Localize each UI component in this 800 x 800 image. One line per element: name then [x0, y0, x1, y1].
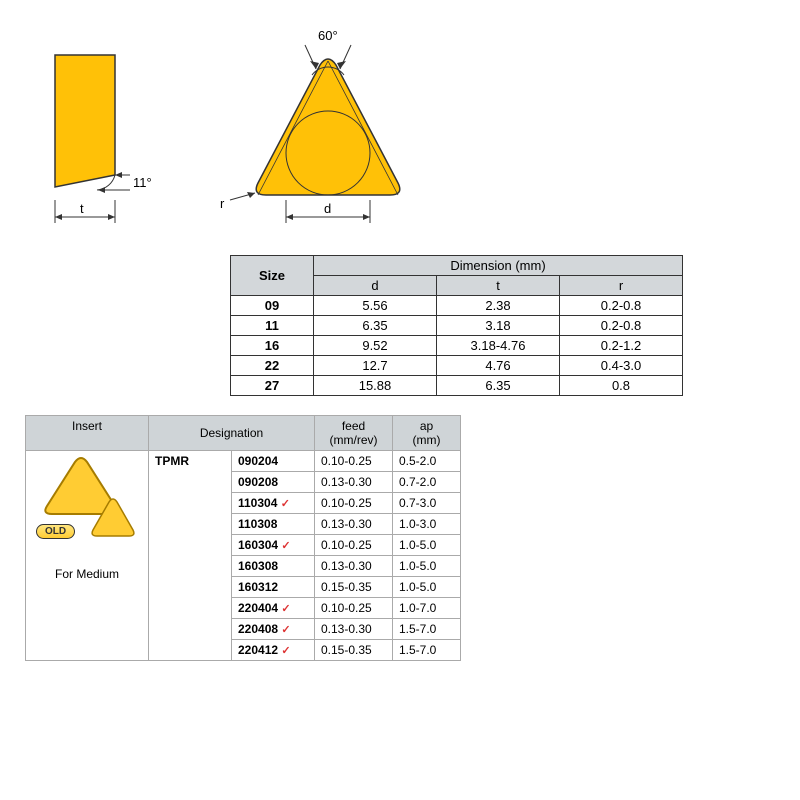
code-cell: 220412 ✓: [232, 640, 315, 661]
table-row: 116.353.180.2-0.8: [231, 316, 683, 336]
ap-cell: 1.0-5.0: [393, 556, 461, 577]
code-cell: 090208: [232, 472, 315, 493]
insert-cell: OLD For Medium: [26, 451, 149, 661]
ap-cell: 1.0-7.0: [393, 598, 461, 619]
ap-cell: 1.5-7.0: [393, 640, 461, 661]
series-cell: TPMR: [149, 451, 232, 661]
table-row: 095.562.380.2-0.8: [231, 296, 683, 316]
feed-cell: 0.15-0.35: [315, 577, 393, 598]
check-icon: ✓: [281, 624, 290, 636]
diagram-area: 11° t 60° r: [30, 25, 480, 245]
dimension-header: Dimension (mm): [314, 256, 683, 276]
code-cell: 220408 ✓: [232, 619, 315, 640]
ap-cell: 1.0-5.0: [393, 577, 461, 598]
code-cell: 090204: [232, 451, 315, 472]
d-label: d: [324, 201, 331, 216]
ap-cell: 0.5-2.0: [393, 451, 461, 472]
side-profile: 11° t: [55, 55, 152, 223]
ap-cell: 1.0-5.0: [393, 535, 461, 556]
col-t: t: [437, 276, 560, 296]
table-row: OLD For Medium TPMR0902040.10-0.250.5-2.…: [26, 451, 461, 472]
code-cell: 160312: [232, 577, 315, 598]
table-row: 2715.886.350.8: [231, 376, 683, 396]
feed-cell: 0.10-0.25: [315, 493, 393, 514]
feed-cell: 0.10-0.25: [315, 535, 393, 556]
angle-60-label: 60°: [318, 28, 338, 43]
r-label: r: [220, 196, 225, 211]
size-table: Size Dimension (mm) d t r 095.562.380.2-…: [230, 255, 683, 396]
angle-11-label: 11°: [133, 175, 152, 190]
insert-table: Insert Designation feed (mm/rev) ap (mm)…: [25, 415, 461, 661]
check-icon: ✓: [281, 645, 290, 657]
t-label: t: [80, 201, 84, 216]
check-icon: ✓: [281, 540, 290, 552]
check-icon: ✓: [281, 603, 290, 615]
diagram-svg: 11° t 60° r: [30, 25, 480, 245]
feed-cell: 0.13-0.30: [315, 514, 393, 535]
feed-cell: 0.15-0.35: [315, 640, 393, 661]
code-cell: 110308: [232, 514, 315, 535]
col-d: d: [314, 276, 437, 296]
ap-cell: 1.0-3.0: [393, 514, 461, 535]
feed-cell: 0.10-0.25: [315, 451, 393, 472]
top-view: 60° r d: [220, 28, 400, 223]
feed-cell: 0.13-0.30: [315, 619, 393, 640]
ap-cell: 0.7-3.0: [393, 493, 461, 514]
code-cell: 160304 ✓: [232, 535, 315, 556]
code-cell: 160308: [232, 556, 315, 577]
feed-header: feed (mm/rev): [315, 416, 393, 451]
ap-header: ap (mm): [393, 416, 461, 451]
designation-header: Designation: [149, 416, 315, 451]
table-row: 169.523.18-4.760.2-1.2: [231, 336, 683, 356]
size-header: Size: [231, 256, 314, 296]
col-r: r: [560, 276, 683, 296]
old-badge: OLD: [36, 524, 75, 539]
feed-cell: 0.13-0.30: [315, 556, 393, 577]
feed-cell: 0.13-0.30: [315, 472, 393, 493]
ap-cell: 0.7-2.0: [393, 472, 461, 493]
table-row: 2212.74.760.4-3.0: [231, 356, 683, 376]
code-cell: 110304 ✓: [232, 493, 315, 514]
insert-header: Insert: [26, 416, 149, 451]
insert-caption: For Medium: [32, 567, 142, 581]
feed-cell: 0.10-0.25: [315, 598, 393, 619]
code-cell: 220404 ✓: [232, 598, 315, 619]
check-icon: ✓: [281, 498, 290, 510]
ap-cell: 1.5-7.0: [393, 619, 461, 640]
